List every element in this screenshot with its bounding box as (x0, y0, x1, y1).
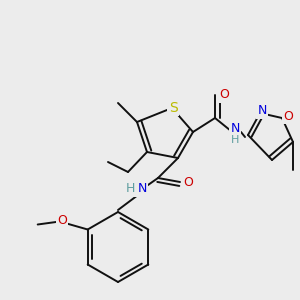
Text: N: N (137, 182, 147, 196)
Text: H: H (125, 182, 135, 196)
Text: O: O (57, 214, 67, 227)
Text: S: S (169, 101, 177, 115)
Text: O: O (283, 110, 293, 122)
Text: H: H (231, 135, 239, 145)
Text: O: O (183, 176, 193, 188)
Text: O: O (219, 88, 229, 101)
Text: N: N (230, 122, 240, 134)
Text: N: N (257, 104, 267, 118)
